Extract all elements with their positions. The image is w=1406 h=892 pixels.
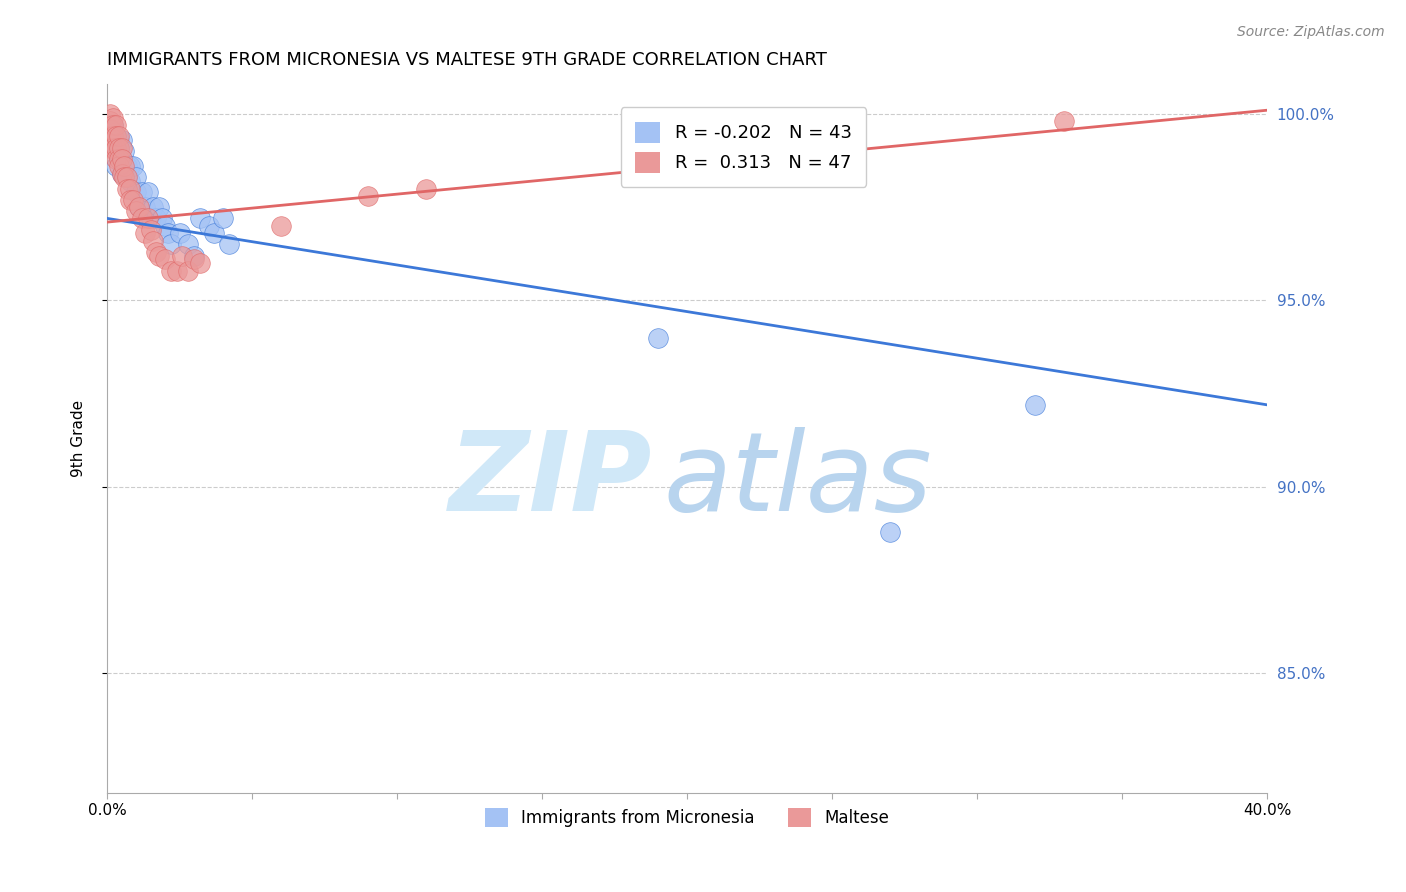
Point (104, 118, 127, 132)
Point (142, 234, 165, 248)
Point (131, 186, 153, 200)
Point (148, 249, 170, 263)
Point (357, 189, 380, 203)
Point (104, 145, 127, 159)
Point (107, 152, 129, 166)
Point (145, 211, 167, 226)
Point (98, 114, 121, 128)
Point (110, 133, 132, 147)
Point (110, 152, 132, 166)
Point (125, 170, 148, 185)
Point (148, 200, 170, 214)
Point (150, 211, 173, 226)
Point (98, 140, 121, 154)
Point (1024, 398, 1046, 412)
Point (183, 249, 205, 263)
Point (169, 227, 191, 241)
Point (107, 140, 129, 154)
Point (107, 129, 129, 144)
Point (156, 227, 179, 241)
Legend: Immigrants from Micronesia, Maltese: Immigrants from Micronesia, Maltese (478, 801, 896, 834)
Point (160, 263, 183, 277)
Point (120, 193, 142, 207)
Point (104, 159, 127, 173)
Point (107, 145, 129, 159)
Point (270, 219, 292, 233)
Point (117, 181, 139, 195)
Point (117, 159, 139, 173)
Point (114, 159, 136, 173)
Point (98, 129, 121, 144)
Point (160, 237, 183, 252)
Point (134, 227, 156, 241)
Point (125, 203, 148, 218)
Point (172, 249, 194, 263)
Point (104, 152, 127, 166)
Point (107, 159, 129, 173)
Point (145, 244, 167, 259)
Point (104, 129, 127, 144)
Point (177, 263, 200, 277)
Point (114, 159, 136, 173)
Point (98, 107, 121, 121)
Point (101, 111, 124, 125)
Text: ZIP: ZIP (449, 427, 652, 534)
Point (128, 200, 150, 214)
Point (134, 200, 156, 214)
Point (166, 263, 188, 277)
Point (101, 140, 124, 154)
Point (110, 140, 132, 154)
Point (131, 211, 153, 226)
Point (122, 193, 145, 207)
Point (114, 145, 136, 159)
Point (101, 129, 124, 144)
Point (101, 118, 124, 132)
Point (114, 170, 136, 185)
Point (107, 133, 129, 147)
Point (122, 159, 145, 173)
Point (197, 219, 219, 233)
Point (142, 200, 165, 214)
Point (98, 121, 121, 136)
Point (98, 118, 121, 132)
Point (120, 174, 142, 188)
Point (153, 219, 176, 233)
Text: atlas: atlas (664, 427, 932, 534)
Y-axis label: 9th Grade: 9th Grade (72, 400, 86, 477)
Point (117, 170, 139, 185)
Point (202, 227, 225, 241)
Point (177, 237, 200, 252)
Point (212, 211, 235, 226)
Point (188, 256, 211, 270)
Point (120, 159, 142, 173)
Point (125, 186, 148, 200)
Text: Source: ZipAtlas.com: Source: ZipAtlas.com (1237, 25, 1385, 39)
Point (110, 167, 132, 181)
Point (647, 331, 669, 345)
Point (415, 181, 437, 195)
Point (128, 200, 150, 214)
Point (136, 186, 159, 200)
Point (117, 170, 139, 185)
Text: IMMIGRANTS FROM MICRONESIA VS MALTESE 9TH GRADE CORRELATION CHART: IMMIGRANTS FROM MICRONESIA VS MALTESE 9T… (107, 51, 827, 69)
Point (120, 181, 142, 195)
Point (188, 211, 211, 226)
Point (1053, 114, 1076, 128)
Point (218, 237, 240, 252)
Point (101, 118, 124, 132)
Point (110, 167, 132, 181)
Point (104, 140, 127, 154)
Point (139, 211, 162, 226)
Point (139, 222, 162, 236)
Point (101, 133, 124, 147)
Point (110, 152, 132, 166)
Point (879, 524, 901, 539)
Point (153, 252, 176, 267)
Point (136, 211, 159, 226)
Point (98, 133, 121, 147)
Point (183, 252, 205, 267)
